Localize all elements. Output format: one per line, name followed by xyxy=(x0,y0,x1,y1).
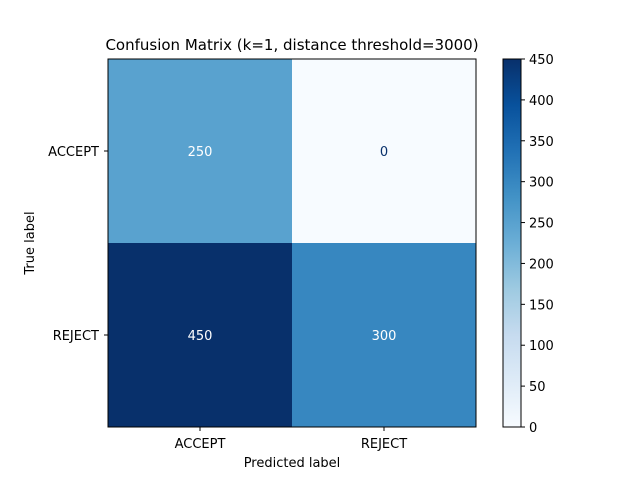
heatmap-cell-0-1 xyxy=(292,59,476,243)
colorbar-tick-label: 50 xyxy=(529,380,546,395)
heatmap-cell-0-0 xyxy=(108,59,292,243)
y-tick-label: REJECT xyxy=(53,329,99,344)
cell-value-label: 450 xyxy=(188,329,213,344)
colorbar-tick-label: 350 xyxy=(529,135,554,150)
y-tick-label: ACCEPT xyxy=(48,145,99,160)
colorbar-frame xyxy=(502,58,522,428)
colorbar-tick-label: 250 xyxy=(529,217,554,232)
colorbar-tick-label: 400 xyxy=(529,94,554,109)
cell-value-label: 250 xyxy=(188,145,213,160)
x-axis-label: Predicted label xyxy=(244,456,341,471)
y-axis-ticks: ACCEPT REJECT xyxy=(48,145,108,344)
x-tick-label: ACCEPT xyxy=(175,437,226,452)
colorbar-tick-label: 100 xyxy=(529,339,554,354)
cell-value-label: 0 xyxy=(380,145,388,160)
colorbar-gradient xyxy=(503,59,521,427)
chart-title: Confusion Matrix (k=1, distance threshol… xyxy=(105,36,478,54)
x-tick-label: REJECT xyxy=(361,437,407,452)
colorbar-tick-label: 300 xyxy=(529,176,554,191)
heatmap-cell-1-0 xyxy=(108,243,292,427)
cell-value-label: 300 xyxy=(372,329,397,344)
colorbar-ticks: 0 50 100 150 200 250 300 350 400 450 xyxy=(521,53,554,436)
colorbar-tick-label: 150 xyxy=(529,298,554,313)
plot-frame xyxy=(107,58,477,428)
heatmap-cell-labels: 250 0 450 300 xyxy=(188,145,397,344)
colorbar-tick-label: 0 xyxy=(529,421,537,436)
heatmap-cells xyxy=(108,59,476,427)
y-axis-label: True label xyxy=(23,211,38,275)
colorbar: 0 50 100 150 200 250 300 350 400 450 xyxy=(502,53,554,436)
x-axis-ticks: ACCEPT REJECT xyxy=(175,427,407,452)
colorbar-tick-label: 450 xyxy=(529,53,554,68)
heatmap-cell-1-1 xyxy=(292,243,476,427)
colorbar-tick-label: 200 xyxy=(529,257,554,272)
